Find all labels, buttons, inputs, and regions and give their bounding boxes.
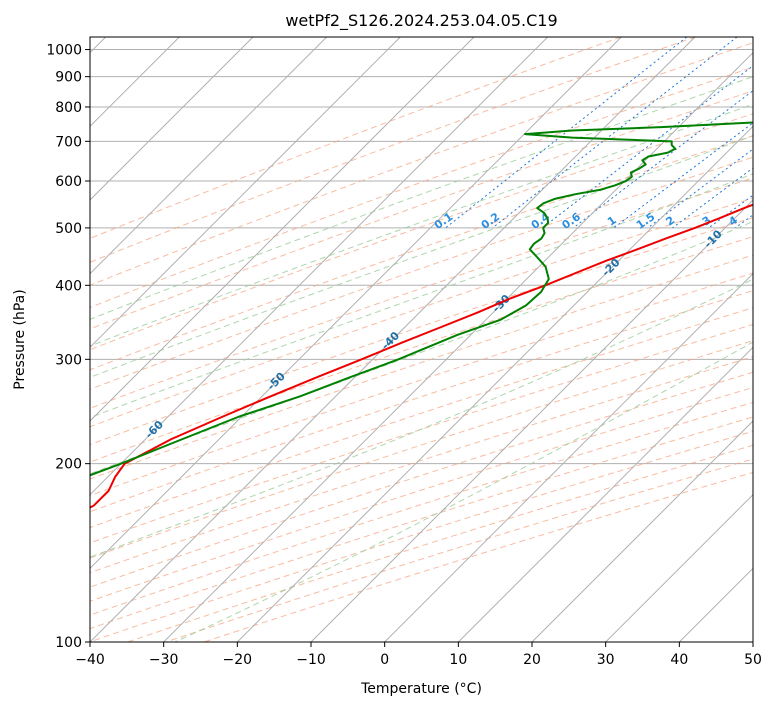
isotherm--50 <box>90 37 622 570</box>
dry-adiabat-390 <box>90 340 753 559</box>
x-tick-label-7: 30 <box>597 652 615 668</box>
y-tick-label-1: 200 <box>55 457 82 473</box>
plot-area-background <box>90 37 753 642</box>
isotherm--20 <box>236 125 753 642</box>
x-tick-label-3: −10 <box>296 652 326 668</box>
axes: −40 −30 −20 −10 0 10 20 30 40 50 100 200 300 400 500 60… <box>46 43 762 668</box>
dry-adiabat-320 <box>90 217 753 446</box>
y-tick-label-5: 600 <box>55 174 82 190</box>
isotherm--10 <box>310 199 753 642</box>
moist-adiabat--20 <box>90 76 753 320</box>
y-tick-label-4: 500 <box>55 221 82 237</box>
y-tick-label-2: 300 <box>55 352 82 368</box>
sounding-line-0 <box>90 203 753 509</box>
dry-adiabat-310 <box>90 197 753 428</box>
chart-title: wetPf2_S126.2024.253.04.05.C19 <box>285 11 557 31</box>
dry-adiabat-420 <box>90 386 753 602</box>
x-tick-label-6: 20 <box>523 652 541 668</box>
y-tick-label-9: 1000 <box>46 43 82 59</box>
plot-area: 0.10.20.40.611.52346810131620253036-100-… <box>90 37 753 642</box>
y-tick-label-6: 700 <box>55 134 82 150</box>
isotherm-0 <box>384 272 753 642</box>
x-tick-label-0: −40 <box>75 652 105 668</box>
y-axis-title: Pressure (hPa) <box>12 289 28 389</box>
x-tick-label-1: −30 <box>149 652 179 668</box>
isotherm-30 <box>605 493 753 642</box>
isotherm--60 <box>90 37 549 496</box>
isotherm--90 <box>90 37 328 275</box>
dry-adiabats <box>90 37 753 642</box>
x-tick-label-8: 40 <box>670 652 688 668</box>
moist-adiabat-30 <box>90 278 753 558</box>
y-tick-label-7: 800 <box>55 100 82 116</box>
dry-adiabat-300 <box>90 177 753 409</box>
isotherm-10 <box>457 346 753 642</box>
isotherm-20 <box>531 420 753 642</box>
sounding-profiles <box>90 121 753 509</box>
y-tick-label-0: 100 <box>55 635 82 651</box>
y-tick-label-3: 400 <box>55 278 82 294</box>
x-tick-label-5: 10 <box>449 652 467 668</box>
x-tick-label-4: 0 <box>380 652 389 668</box>
dry-adiabat-220 <box>90 37 622 240</box>
isotherm--70 <box>90 37 475 422</box>
dry-adiabat-230 <box>90 37 696 263</box>
moist-adiabats <box>90 76 753 642</box>
x-axis-title: Temperature (°C) <box>360 681 482 697</box>
moist-adiabat-10 <box>90 173 753 419</box>
mixing-ratio-line-4 <box>613 122 753 229</box>
mixing-ratio-line-0 <box>445 37 688 229</box>
dry-adiabat-370 <box>90 307 753 529</box>
x-tick-label-2: −20 <box>223 652 253 668</box>
isotherm--30 <box>163 51 753 642</box>
dry-adiabat-250 <box>90 66 753 309</box>
plot-frame <box>89 36 754 643</box>
dry-adiabat-400 <box>90 356 753 574</box>
isotherm--100 <box>90 37 254 201</box>
dry-adiabat-240 <box>90 42 753 286</box>
dry-adiabat-340 <box>90 254 753 480</box>
x-tick-label-9: 50 <box>744 652 762 668</box>
dry-adiabat-290 <box>90 156 753 390</box>
isotherm--80 <box>90 37 401 349</box>
sounding-line-1 <box>90 121 753 477</box>
y-tick-label-8: 900 <box>55 70 82 86</box>
pressure-gridlines <box>90 49 753 642</box>
